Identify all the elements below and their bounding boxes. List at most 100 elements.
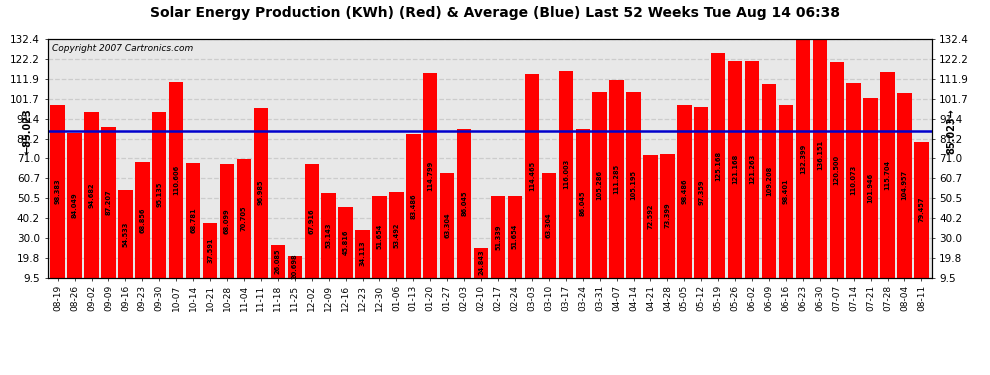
Text: 26.085: 26.085 — [275, 249, 281, 274]
Bar — [67, 133, 82, 296]
Bar — [728, 61, 742, 296]
Text: 120.500: 120.500 — [834, 155, 840, 185]
Text: 37.591: 37.591 — [207, 237, 213, 263]
Bar — [287, 256, 302, 296]
Bar — [169, 82, 183, 296]
Text: 98.486: 98.486 — [681, 178, 687, 204]
Text: 94.682: 94.682 — [88, 182, 95, 208]
Bar — [558, 71, 573, 296]
Text: 116.003: 116.003 — [562, 159, 569, 189]
Text: 101.946: 101.946 — [867, 173, 873, 203]
Bar — [355, 230, 369, 296]
Bar — [339, 207, 352, 296]
Bar — [50, 105, 65, 296]
Bar — [322, 193, 336, 296]
Text: 53.143: 53.143 — [326, 222, 332, 248]
Text: 68.099: 68.099 — [224, 208, 230, 234]
Bar — [813, 32, 827, 296]
Text: 98.401: 98.401 — [783, 178, 789, 204]
Text: 54.533: 54.533 — [123, 221, 129, 246]
Text: 115.704: 115.704 — [884, 159, 891, 190]
Text: 105.195: 105.195 — [631, 170, 637, 200]
Bar — [525, 74, 540, 296]
Bar — [237, 159, 251, 296]
Bar — [101, 127, 116, 296]
Text: 84.049: 84.049 — [71, 192, 77, 218]
Bar — [694, 107, 709, 296]
Bar — [406, 134, 421, 296]
Text: 20.698: 20.698 — [292, 254, 298, 279]
Bar — [542, 173, 556, 296]
Bar — [761, 84, 776, 296]
Text: 51.654: 51.654 — [512, 224, 518, 249]
Bar — [744, 61, 759, 296]
Bar — [491, 196, 505, 296]
Text: 24.843: 24.843 — [478, 250, 484, 276]
Bar — [796, 39, 810, 296]
Text: ←85.023: ←85.023 — [23, 108, 33, 154]
Text: 97.359: 97.359 — [698, 180, 704, 205]
Bar — [136, 162, 149, 296]
Bar — [575, 129, 590, 296]
Bar — [389, 192, 404, 296]
Bar — [186, 163, 200, 296]
Bar — [474, 248, 488, 296]
Text: 121.168: 121.168 — [733, 154, 739, 184]
Text: 96.985: 96.985 — [258, 180, 264, 206]
Bar — [677, 105, 692, 296]
Text: 51.339: 51.339 — [495, 224, 501, 250]
Text: 45.816: 45.816 — [343, 230, 348, 255]
Text: 72.592: 72.592 — [647, 204, 653, 229]
Text: 104.957: 104.957 — [902, 170, 908, 200]
Bar — [203, 223, 218, 296]
Bar — [779, 105, 793, 296]
Bar — [457, 129, 471, 296]
Text: 63.304: 63.304 — [445, 213, 450, 238]
Text: 51.654: 51.654 — [376, 224, 382, 249]
Text: 111.285: 111.285 — [614, 164, 620, 194]
Text: 110.606: 110.606 — [173, 164, 179, 195]
Bar — [914, 142, 929, 296]
Text: 53.492: 53.492 — [393, 222, 399, 248]
Bar — [440, 173, 454, 296]
Text: 86.045: 86.045 — [580, 190, 586, 216]
Bar — [118, 190, 133, 296]
Bar — [305, 164, 319, 296]
Text: 136.151: 136.151 — [817, 140, 823, 170]
Bar — [610, 80, 624, 296]
Bar — [897, 93, 912, 296]
Text: 87.207: 87.207 — [106, 189, 112, 215]
Bar — [846, 82, 861, 296]
Bar — [660, 154, 674, 296]
Text: 121.263: 121.263 — [749, 154, 755, 184]
Bar — [253, 108, 268, 296]
Bar — [423, 74, 438, 296]
Bar — [863, 98, 878, 296]
Text: 68.856: 68.856 — [140, 207, 146, 233]
Text: 132.399: 132.399 — [800, 143, 806, 174]
Bar — [627, 92, 641, 296]
Bar — [152, 112, 166, 296]
Text: 95.135: 95.135 — [156, 182, 162, 207]
Bar — [880, 72, 895, 296]
Bar — [220, 164, 235, 296]
Text: 70.705: 70.705 — [241, 206, 247, 231]
Text: 110.073: 110.073 — [850, 165, 856, 195]
Text: 114.799: 114.799 — [428, 160, 434, 190]
Bar — [372, 196, 387, 296]
Bar — [508, 196, 522, 296]
Bar — [830, 62, 843, 296]
Bar — [84, 112, 99, 296]
Text: 105.286: 105.286 — [597, 170, 603, 200]
Text: 83.486: 83.486 — [410, 193, 417, 219]
Text: 34.113: 34.113 — [359, 241, 365, 267]
Text: 68.781: 68.781 — [190, 207, 196, 233]
Bar — [270, 245, 285, 296]
Text: 67.916: 67.916 — [309, 208, 315, 234]
Text: 73.399: 73.399 — [664, 203, 670, 228]
Text: 63.304: 63.304 — [545, 213, 551, 238]
Text: 98.383: 98.383 — [54, 178, 60, 204]
Text: 114.465: 114.465 — [529, 161, 535, 191]
Bar — [711, 53, 726, 296]
Text: 109.208: 109.208 — [766, 166, 772, 196]
